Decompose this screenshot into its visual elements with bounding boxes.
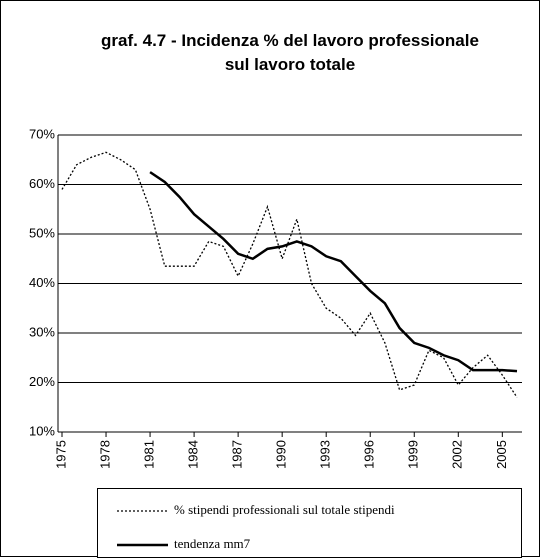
x-tick-label: 1993 [318, 440, 333, 469]
x-tick-label: 1984 [186, 440, 201, 469]
chart-title: graf. 4.7 - Incidenza % del lavoro profe… [101, 31, 479, 50]
y-tick-label: 60% [29, 176, 55, 191]
x-tick-label: 1975 [53, 440, 68, 469]
y-tick-label: 20% [29, 374, 55, 389]
y-tick-label: 10% [29, 423, 55, 438]
y-tick-label: 50% [29, 225, 55, 240]
x-tick-label: 1990 [274, 440, 289, 469]
series-line [61, 151, 518, 398]
y-tick-label: 30% [29, 324, 55, 339]
x-tick-label: 1996 [362, 440, 377, 469]
series-line [149, 171, 518, 373]
legend [97, 488, 522, 558]
x-tick-label: 1987 [230, 440, 245, 469]
x-tick-label: 1999 [406, 440, 421, 469]
x-tick-label: 1978 [97, 440, 112, 469]
legend-label: % stipendi professionali sul totale stip… [174, 502, 395, 517]
y-tick-label: 70% [29, 126, 55, 141]
x-tick-label: 2002 [450, 440, 465, 469]
legend-label: tendenza mm7 [174, 536, 251, 551]
x-tick-label: 1981 [142, 440, 157, 469]
y-tick-label: 40% [29, 275, 55, 290]
x-tick-label: 2005 [494, 440, 509, 469]
chart-title: sul lavoro totale [225, 55, 355, 74]
